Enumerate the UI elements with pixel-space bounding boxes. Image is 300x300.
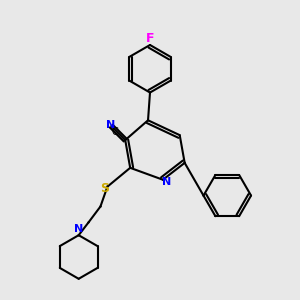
Text: S: S <box>100 182 109 195</box>
Text: N: N <box>106 120 115 130</box>
Text: F: F <box>146 32 154 44</box>
Text: N: N <box>74 224 83 234</box>
Text: C: C <box>112 127 118 137</box>
Text: N: N <box>162 177 172 187</box>
